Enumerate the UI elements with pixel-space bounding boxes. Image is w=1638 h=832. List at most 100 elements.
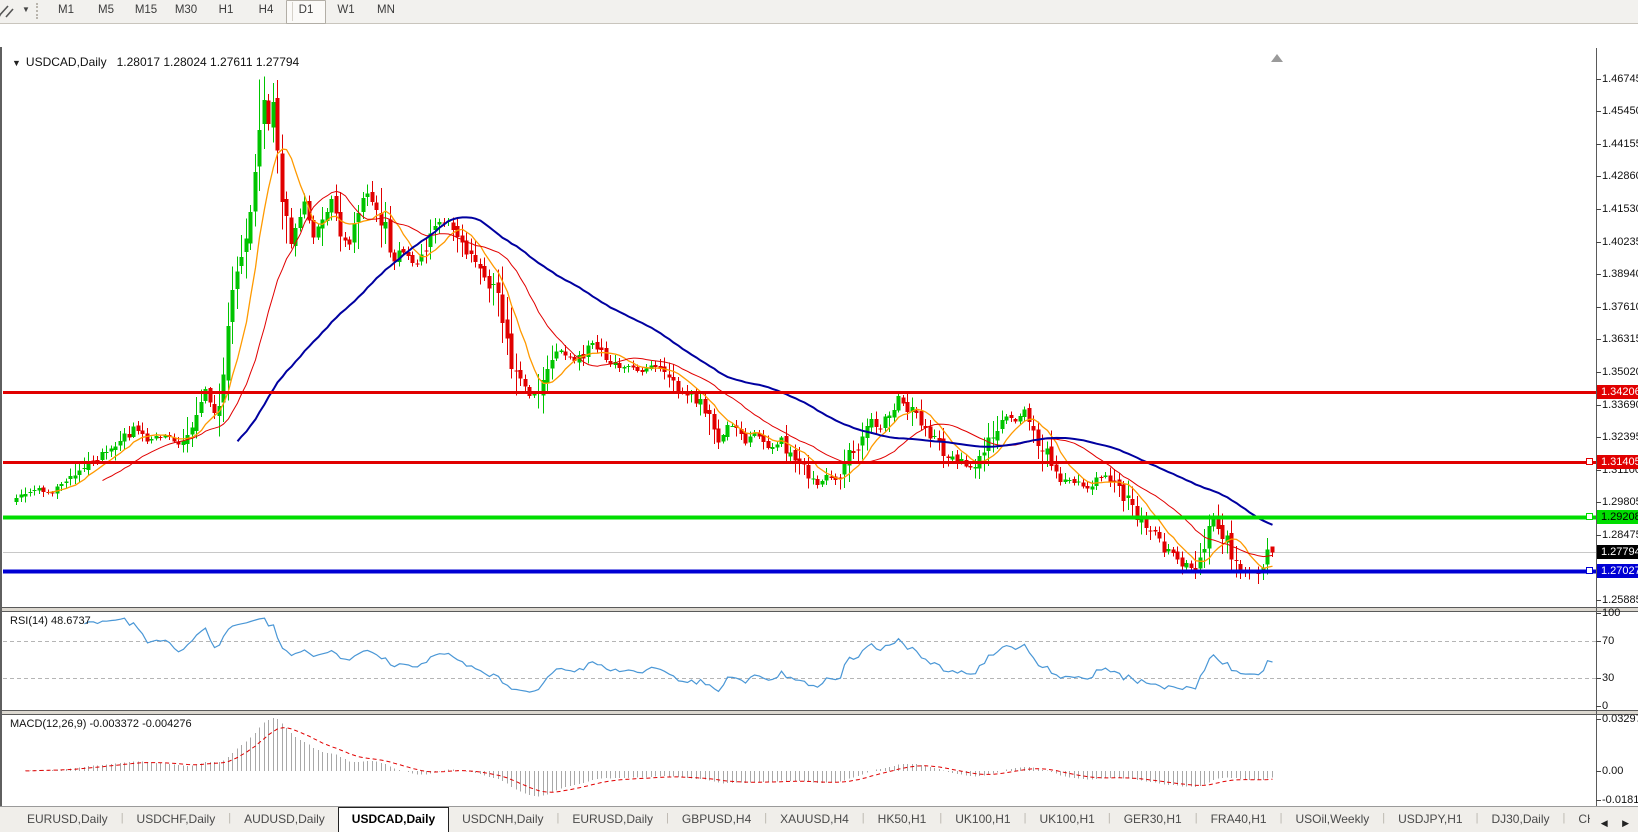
timeframe-buttons: M1 M5 M15 M30 H1 H4 D1 W1 MN — [46, 0, 406, 24]
tab-scroll-right-button[interactable]: ▶ — [1622, 818, 1629, 828]
tab-usoil-weekly[interactable]: USOil,Weekly — [1295, 812, 1370, 826]
tab-usdjpy-h1[interactable]: USDJPY,H1 — [1398, 812, 1463, 826]
tab-separator: | — [120, 812, 124, 824]
price-tick — [1596, 535, 1601, 536]
price-axis-label: 1.32395 — [1602, 431, 1638, 443]
price-tick — [1596, 242, 1601, 243]
tab-separator: | — [556, 812, 560, 824]
hline-drag-handle[interactable] — [1586, 513, 1593, 520]
current-price-badge: 1.27794 — [1597, 545, 1638, 559]
tab-separator: | — [1194, 812, 1198, 824]
window-left-border — [0, 47, 2, 830]
price-axis-label: 1.44155 — [1602, 138, 1638, 150]
price-tick — [1596, 600, 1601, 601]
tab-separator: | — [939, 812, 943, 824]
tab-audusd-daily[interactable]: AUDUSD,Daily — [244, 812, 325, 826]
price-axis-label: 1.41530 — [1602, 203, 1638, 215]
price-tick — [1596, 176, 1601, 177]
timeframe-button-m15[interactable]: M15 — [134, 4, 158, 16]
chart-shift-marker-icon[interactable] — [1271, 54, 1283, 62]
hline-drag-handle[interactable] — [1586, 567, 1593, 574]
chart-symbol-label: USDCAD,Daily — [25, 55, 107, 69]
tab-separator: | — [861, 812, 865, 824]
dropdown-caret-icon[interactable]: ▼ — [22, 5, 30, 14]
tab-fra40-h1[interactable]: FRA40,H1 — [1210, 812, 1267, 826]
price-axis-label: 1.35020 — [1602, 366, 1638, 378]
tab-usdchf-daily[interactable]: USDCHF,Daily — [136, 812, 216, 826]
tab-dj30-daily[interactable]: DJ30,Daily — [1491, 812, 1550, 826]
tab-separator: | — [228, 812, 232, 824]
hline-price-badge: 1.34206 — [1597, 385, 1638, 399]
hline-drag-handle[interactable] — [1586, 458, 1593, 465]
chart-title: ▼ USDCAD,Daily 1.28017 1.28024 1.27611 1.2… — [12, 55, 299, 69]
chart-tabs: EURUSD,Daily | USDCHF,Daily | AUDUSD,Daily US… — [14, 807, 1594, 832]
chart-menu-icon: ▼ — [12, 58, 21, 68]
rsi-tick — [1596, 678, 1601, 679]
price-axis-label: 1.25885 — [1602, 594, 1638, 606]
price-tick — [1596, 209, 1601, 210]
price-axis[interactable] — [1597, 48, 1638, 809]
toolbar-gripper[interactable] — [36, 3, 41, 19]
tab-separator: | — [1382, 812, 1386, 824]
macd-tick — [1596, 800, 1601, 801]
rsi-axis-label: 70 — [1602, 635, 1615, 647]
timeframe-button-w1[interactable]: W1 — [337, 4, 355, 16]
price-tick — [1596, 502, 1601, 503]
tab-eurusd-daily[interactable]: EURUSD,Daily — [572, 812, 654, 826]
timeframe-toolbar: ▼ M1 M5 M15 M30 H1 H4 D1 W1 MN — [0, 0, 1638, 24]
price-tick — [1596, 307, 1601, 308]
price-axis-label: 1.46745 — [1602, 73, 1638, 85]
price-tick — [1596, 79, 1601, 80]
rsi-axis-label: 0 — [1602, 700, 1609, 712]
tab-scroll-left-button[interactable]: ◀ — [1600, 818, 1608, 828]
drawing-tool-icon[interactable] — [0, 3, 18, 25]
tab-ger30-h1[interactable]: GER30,H1 — [1123, 812, 1182, 826]
tab-separator: | — [764, 812, 768, 824]
price-axis-label: 1.36315 — [1602, 333, 1638, 345]
macd-axis-label: 0.00 — [1602, 765, 1624, 777]
tab-eurusd-daily[interactable]: EURUSD,Daily — [27, 812, 108, 826]
tab-separator: | — [1562, 812, 1566, 824]
timeframe-button-m5[interactable]: M5 — [98, 4, 114, 16]
tab-separator: | — [1107, 812, 1111, 824]
panel-splitter[interactable] — [0, 608, 1638, 611]
rsi-axis-label: 30 — [1602, 672, 1615, 684]
timeframe-button-m1[interactable]: M1 — [58, 4, 74, 16]
tab-uk100-h1[interactable]: UK100,H1 — [1039, 812, 1095, 826]
price-tick — [1596, 405, 1601, 406]
tab-separator: | — [1279, 812, 1283, 824]
rsi-tick — [1596, 641, 1601, 642]
price-axis-label: 1.42860 — [1602, 170, 1638, 182]
tab-xauusd-h4[interactable]: XAUUSD,H4 — [780, 812, 849, 826]
macd-panel[interactable] — [0, 714, 1638, 810]
chart-window: ▼ USDCAD,Daily 1.28017 1.28024 1.27611 1.2… — [0, 24, 1638, 830]
timeframe-button-h4[interactable]: H4 — [258, 4, 274, 16]
macd-axis-label: 0.032972 — [1602, 713, 1638, 725]
tab-hk50-h1[interactable]: HK50,H1 — [877, 812, 927, 826]
rsi-tick — [1596, 613, 1601, 614]
tab-gbpusd-h4[interactable]: GBPUSD,H4 — [681, 812, 752, 826]
tab-usdcad-daily[interactable]: USDCAD,Daily — [337, 807, 450, 832]
price-tick — [1596, 372, 1601, 373]
toolbar-separator — [292, 2, 293, 21]
price-axis-label: 1.33690 — [1602, 399, 1638, 411]
tab-separator: | — [1475, 812, 1479, 824]
tab-usdcnh-daily[interactable]: USDCNH,Daily — [462, 812, 544, 826]
timeframe-button-h1[interactable]: H1 — [218, 4, 234, 16]
macd-indicator-label: MACD(12,26,9) -0.003372 -0.004276 — [10, 718, 192, 730]
price-tick — [1596, 437, 1601, 438]
macd-axis-label: -0.018154 — [1602, 794, 1638, 806]
rsi-panel[interactable] — [0, 611, 1638, 711]
tab-uk100-h1[interactable]: UK100,H1 — [955, 812, 1011, 826]
timeframe-button-m30[interactable]: M30 — [174, 4, 198, 16]
tab-separator: | — [1023, 812, 1027, 824]
panel-splitter[interactable] — [0, 711, 1638, 714]
rsi-indicator-label: RSI(14) 48.6737 — [10, 615, 91, 627]
rsi-axis-label: 100 — [1602, 607, 1621, 619]
timeframe-button-mn[interactable]: MN — [377, 4, 395, 16]
price-tick — [1596, 144, 1601, 145]
price-axis-label: 1.29805 — [1602, 496, 1638, 508]
price-tick — [1596, 111, 1601, 112]
main-chart-panel[interactable] — [0, 48, 1638, 608]
